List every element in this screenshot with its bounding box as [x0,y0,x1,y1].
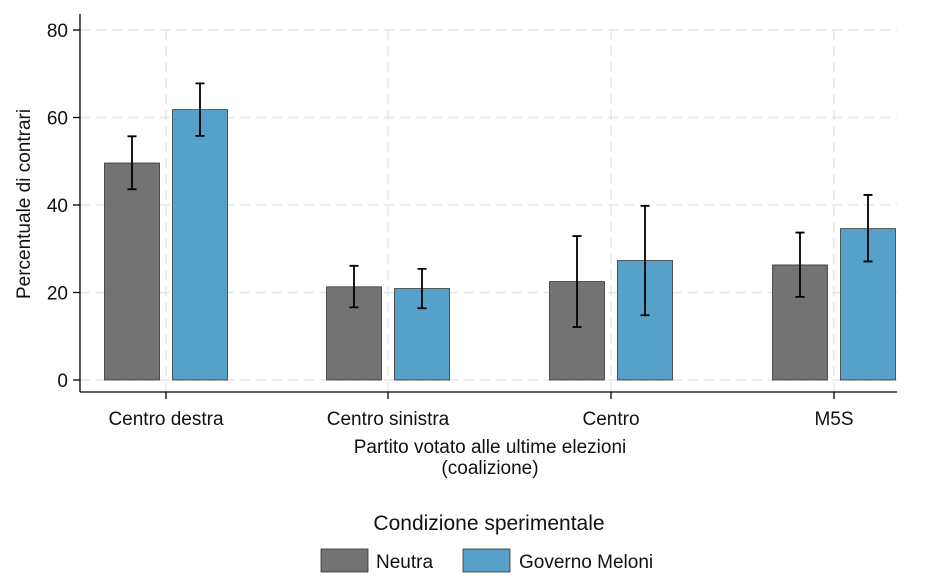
x-axis-label: Partito votato alle ultime elezioni [354,437,626,458]
error-bar-governo-meloni-1 [417,267,427,310]
x-tick-label-1: Centro sinistra [327,409,450,430]
y-tick-label-4: 80 [47,21,68,42]
x-tick-label-2: Centro [582,409,639,430]
y-axis-label: Percentuale di contrari [14,109,35,299]
y-tick-label-3: 60 [47,109,68,130]
y-tick-label-0: 0 [57,371,68,392]
error-bar-neutra-1 [349,264,359,309]
bar-neutra-0 [104,162,160,381]
legend: Neutra Governo Meloni [320,548,653,573]
bar-governo-meloni-0 [172,109,228,381]
legend-title: Condizione sperimentale [373,512,604,535]
legend-label-0: Neutra [376,552,433,573]
error-bar-governo-meloni-2 [640,204,650,317]
legend-label-1: Governo Meloni [519,552,653,573]
x-tick-label-3: M5S [814,409,853,430]
x-tick-label-0: Centro destra [108,409,224,430]
error-bar-governo-meloni-0 [195,82,205,137]
axes: 0 20 40 60 80 Centro destra Centro sinistra Cen… [47,14,897,430]
legend-swatch-0 [320,548,369,573]
error-bar-neutra-0 [127,135,137,191]
error-bars [127,82,873,328]
error-bar-governo-meloni-3 [863,194,873,263]
y-tick-label-2: 40 [47,196,68,217]
legend-swatch-1 [462,548,511,573]
x-axis-label-line2: (coalizione) [441,458,538,479]
bars [104,109,896,381]
error-bar-neutra-2 [572,235,582,328]
y-tick-label-1: 20 [47,284,68,305]
error-bar-neutra-3 [795,231,805,298]
